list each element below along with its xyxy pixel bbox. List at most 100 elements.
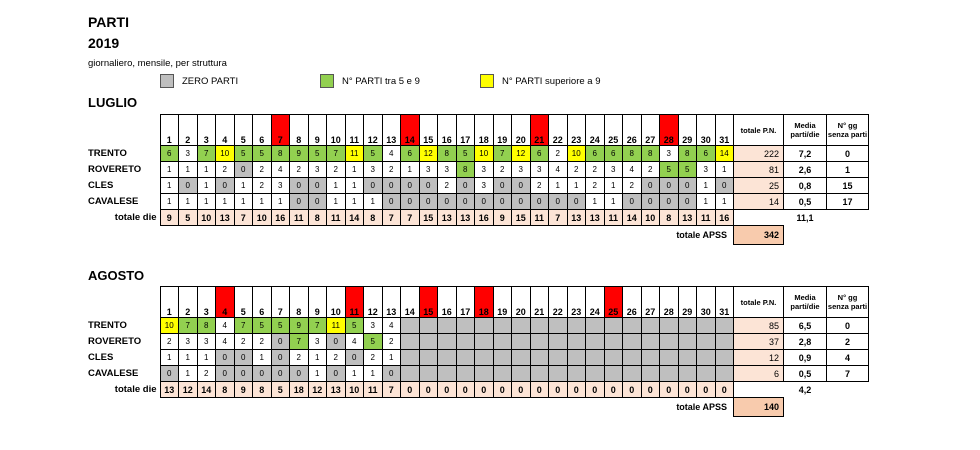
day-cell: 2 (622, 177, 642, 194)
totals-cell: 7 (400, 209, 420, 226)
day-header: 24 (585, 286, 605, 318)
data-row: CLES 1 0 1 0 1 2 3 0 0 1 1 0 0 0 0 2 0 3 0 0 2 1 1 2 1 2 0 0 0 1 0 25 0,8… (88, 177, 869, 194)
day-cell: 2 (566, 161, 586, 178)
day-cell: 1 (344, 193, 364, 210)
empty-cell (566, 333, 586, 350)
totals-cell: 7 (381, 381, 401, 398)
day-cell: 1 (326, 177, 346, 194)
day-cell: 1 (603, 177, 623, 194)
day-header: 4 (215, 286, 235, 318)
day-cell: 1 (159, 349, 179, 366)
data-row: TRENTO 10 7 8 4 7 5 5 9 7 11 5 3 4 85 6,5 0 (88, 317, 869, 334)
empty-cell (418, 333, 438, 350)
day-header: 21 (529, 286, 549, 318)
apss-row: totale APSS 342 (88, 225, 869, 245)
row-label: CAVALESE (88, 368, 139, 379)
day-cell: 3 (474, 161, 494, 178)
legend-item: N° PARTI tra 5 e 9 (320, 74, 480, 88)
day-cell: 0 (511, 177, 531, 194)
day-cell: 1 (307, 349, 327, 366)
day-cell: 5 (252, 145, 272, 162)
totals-cell: 5 (270, 381, 290, 398)
totals-cell: 18 (289, 381, 309, 398)
row-total: 12 (733, 349, 784, 366)
day-cell: 8 (196, 317, 216, 334)
day-cell: 5 (659, 161, 679, 178)
day-header: 20 (511, 286, 531, 318)
totals-cell: 5 (178, 209, 198, 226)
day-cell: 7 (492, 145, 512, 162)
row-media: 6,5 (783, 317, 827, 334)
day-cell: 1 (344, 177, 364, 194)
day-cell: 4 (215, 333, 235, 350)
day-cell: 0 (233, 349, 253, 366)
empty-cell (548, 317, 568, 334)
day-header: 22 (548, 286, 568, 318)
totals-cell: 10 (252, 209, 272, 226)
day-cell: 3 (418, 161, 438, 178)
day-cell: 0 (178, 177, 198, 194)
row-label: CAVALESE (88, 196, 139, 207)
day-header: 19 (492, 114, 512, 146)
day-cell: 1 (344, 365, 364, 382)
empty-cell (566, 349, 586, 366)
day-cell: 0 (363, 177, 383, 194)
day-cell: 4 (215, 317, 235, 334)
day-cell: 2 (252, 161, 272, 178)
empty-cell (659, 365, 679, 382)
day-cell: 12 (418, 145, 438, 162)
day-cell: 2 (585, 161, 605, 178)
day-header: 12 (363, 286, 383, 318)
day-cell: 8 (677, 145, 697, 162)
day-cell: 8 (622, 145, 642, 162)
day-cell: 0 (622, 193, 642, 210)
totals-cell: 0 (400, 381, 420, 398)
empty-cell (455, 333, 475, 350)
day-header: 30 (696, 286, 716, 318)
day-cell: 10 (215, 145, 235, 162)
blank (734, 382, 784, 398)
day-cell: 3 (603, 161, 623, 178)
day-cell: 0 (437, 193, 457, 210)
totals-cell: 13 (677, 209, 697, 226)
totals-label: totale die (114, 212, 157, 223)
empty-cell (659, 349, 679, 366)
totals-cell: 8 (307, 209, 327, 226)
empty-cell (529, 365, 549, 382)
empty-cell (677, 317, 697, 334)
empty-cell (622, 333, 642, 350)
empty-cell (400, 349, 420, 366)
row-total: 25 (733, 177, 784, 194)
row-zero-days: 0 (826, 317, 869, 334)
day-cell: 0 (474, 193, 494, 210)
totals-row: totale die 9 5 10 13 7 10 16 11 8 11 14 8 7 7 15 13 13 16 9… (88, 209, 869, 226)
data-row: CAVALESE 1 1 1 1 1 1 1 0 0 1 1 1 0 0 0 0 0 0 0 0 0 0 0 1 1 0 0 0 0 1 1 1… (88, 193, 869, 210)
empty-cell (492, 317, 512, 334)
totals-label: totale die (114, 384, 157, 395)
day-header: 8 (289, 286, 309, 318)
day-cell: 0 (307, 193, 327, 210)
day-header: 14 (400, 286, 420, 318)
empty-cell (566, 317, 586, 334)
day-cell: 1 (400, 161, 420, 178)
column-header: N° gg senza parti (826, 286, 869, 318)
day-cell: 0 (640, 177, 660, 194)
day-cell: 5 (233, 145, 253, 162)
day-cell: 2 (381, 161, 401, 178)
day-cell: 7 (326, 145, 346, 162)
day-cell: 2 (437, 177, 457, 194)
day-cell: 7 (178, 317, 198, 334)
day-header: 11 (344, 286, 364, 318)
day-cell: 1 (363, 365, 383, 382)
day-cell: 9 (289, 317, 309, 334)
row-media: 0,5 (783, 365, 827, 382)
row-media: 0,9 (783, 349, 827, 366)
row-total: 81 (733, 161, 784, 178)
empty-cell (529, 317, 549, 334)
totals-cell: 16 (270, 209, 290, 226)
totals-cell: 13 (326, 381, 346, 398)
blank (827, 210, 869, 226)
totals-cell: 9 (159, 209, 179, 226)
empty-cell (474, 349, 494, 366)
